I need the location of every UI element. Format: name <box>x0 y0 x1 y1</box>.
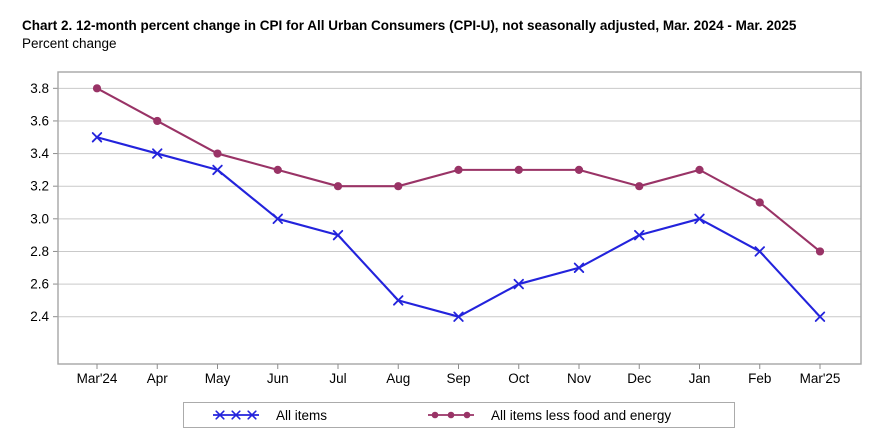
x-tick-label: Mar'24 <box>77 371 118 386</box>
x-tick-label: Oct <box>508 371 529 386</box>
x-tick-label: Nov <box>567 371 591 386</box>
chart-title: Chart 2. 12-month percent change in CPI … <box>22 18 797 33</box>
x-tick-label: Jul <box>329 371 346 386</box>
x-tick-label: Apr <box>147 371 169 386</box>
x-tick-label: May <box>205 371 231 386</box>
legend-label-core: All items less food and energy <box>491 407 672 423</box>
y-tick-label: 3.4 <box>30 146 49 161</box>
legend-item-core: All items less food and energy <box>427 408 671 423</box>
y-tick-label: 3.2 <box>30 179 49 194</box>
x-tick-label: Dec <box>627 371 651 386</box>
series-0-line <box>91 132 826 322</box>
x-tick-label: Mar'25 <box>800 371 841 386</box>
chart-y-axis-caption: Percent change <box>22 36 117 51</box>
all-items-line-marker-icon <box>213 410 259 420</box>
core-line-marker-icon <box>428 411 475 419</box>
legend-item-all-items: All items <box>212 408 327 423</box>
y-tick-label: 3.6 <box>30 113 49 128</box>
series-1-line <box>92 84 825 256</box>
x-tick-label: Sep <box>446 371 470 386</box>
y-tick-label: 2.4 <box>30 309 49 324</box>
y-tick-label: 2.6 <box>30 277 49 292</box>
x-tick-label: Jan <box>689 371 711 386</box>
y-tick-label: 3.8 <box>30 81 49 96</box>
x-tick-label: Aug <box>386 371 410 386</box>
legend-label-all-items: All items <box>276 407 328 423</box>
chart-legend: All items All items less food and energy <box>183 402 735 428</box>
y-tick-label: 3.0 <box>30 211 49 226</box>
x-tick-label: Feb <box>748 371 771 386</box>
x-tick-label: Jun <box>267 371 289 386</box>
y-tick-label: 2.8 <box>30 244 49 259</box>
